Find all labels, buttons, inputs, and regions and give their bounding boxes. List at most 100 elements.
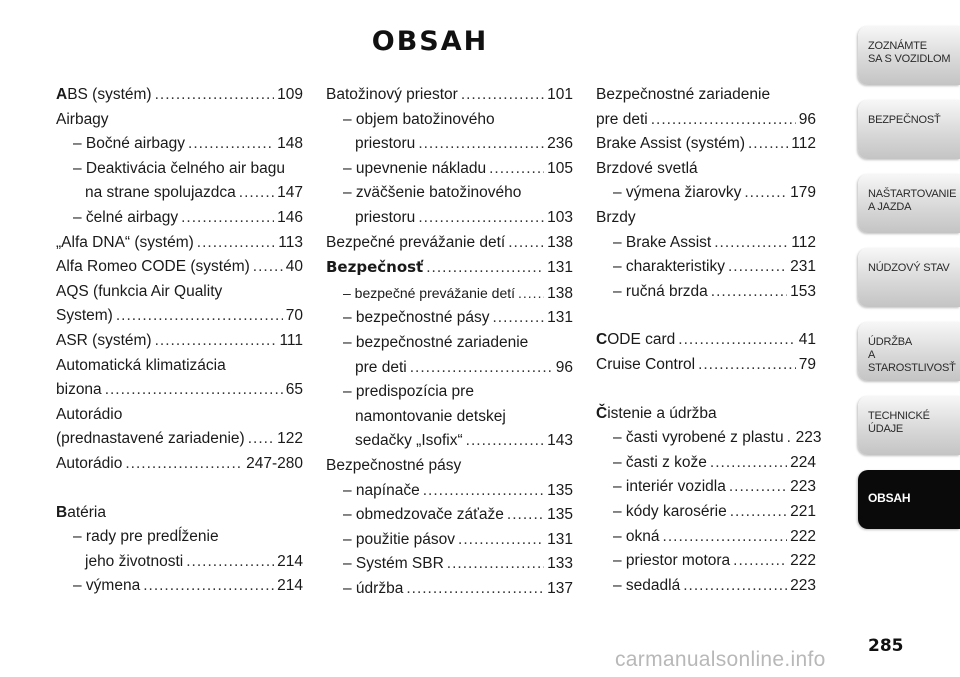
entry-page: 70 [285,307,303,325]
leader-dots [105,378,283,403]
entry-text: Cruise Control [596,355,696,373]
entry-page: 179 [790,184,816,202]
entry-page: 214 [277,552,303,570]
tab-technicke-udaje[interactable]: TECHNICKÉ ÚDAJE [858,396,960,455]
leader-dots [418,206,544,231]
leader-dots [493,306,545,331]
entry-text: – výmena žiarovky [613,184,742,202]
leader-dots [461,83,544,108]
entry-text: – údržba [343,579,404,597]
tab-nastartovanie[interactable]: NAŠTARTOVANIE A JAZDA [858,174,960,233]
tab-obsah[interactable]: OBSAH [858,470,960,529]
index-entry: – rady pre predĺženie [56,525,303,550]
leader-dots [489,157,544,182]
entry-page: 223 [790,576,816,594]
leader-dots [730,500,787,525]
entry-page: 79 [798,355,816,373]
leader-dots [728,255,787,280]
entry-text: – objem batožinového [343,110,495,128]
entry-text: jeho životnosti [85,552,184,570]
index-entry: pre deti 96 [596,108,816,133]
leader-dots [518,281,544,306]
index-entry: ASR (systém) 111 [56,329,303,354]
leader-dots [744,181,787,206]
entry-page: 138 [547,233,573,251]
index-entry: Bezpečnostné zariadenie [596,83,816,108]
page-title: OBSAH [371,26,489,57]
entry-text: Automatická klimatizácia [56,356,226,374]
entry-page: 131 [547,259,573,277]
entry-text: – časti vyrobené z plastu [613,429,784,447]
leader-dots [406,577,544,602]
entry-text: – charakteristiky [613,258,725,276]
index-entry: – bezpečnostné zariadenie [326,331,573,356]
index-entry: pre deti 96 [326,356,573,381]
leader-dots [698,353,796,378]
entry-page: 223 [790,478,816,496]
entry-text: pre deti [596,110,648,128]
entry-text: pre deti [355,358,407,376]
tab-udrzba[interactable]: ÚDRŽBA A STAROSTLIVOSŤ [858,322,960,381]
index-entry: – sedadlá 223 [596,574,816,599]
entry-page: 41 [798,331,816,349]
index-entry: – upevnenie nákladu 105 [326,157,573,182]
index-entry: Cruise Control 79 [596,353,816,378]
entry-text: ASR (systém) [56,331,152,349]
index-entry: – charakteristiky 231 [596,255,816,280]
entry-text: AQS (funkcia Air Quality [56,282,223,300]
entry-page: 236 [547,135,573,153]
entry-text: Brzdové svetlá [596,159,698,177]
index-entry: – časti vyrobené z plastu 223 [596,426,821,451]
index-entry: CODE card 41 [596,328,816,353]
entry-page: 131 [547,530,573,548]
entry-page: 222 [790,527,816,545]
index-entry: Brzdy [596,206,816,231]
entry-page: 131 [547,309,573,327]
entry-page: 148 [277,135,303,153]
entry-page: 65 [285,381,303,399]
entry-page: 135 [547,481,573,499]
entry-page: 133 [547,555,573,573]
index-entry: – obmedzovače záťaže 135 [326,503,573,528]
entry-text: – časti z kože [613,453,707,471]
index-entry: Bezpečné prevážanie detí 138 [326,231,573,256]
index-entry: namontovanie detskej [326,405,573,430]
entry-text: Bezpečnostné pásy [326,456,462,474]
leader-dots [710,451,787,476]
index-entry: – Systém SBR 133 [326,552,573,577]
entry-page: 40 [285,258,303,276]
index-entry: „Alfa DNA“ (systém) 113 [56,231,303,256]
leader-dots [466,429,544,454]
tab-zoznamte-sa[interactable]: ZOZNÁMTE SA S VOZIDLOM [858,26,960,85]
leader-dots [116,304,283,329]
index-entry: priestoru 103 [326,206,573,231]
entry-page: 221 [790,502,816,520]
tab-nudzovy-stav[interactable]: NÚDZOVÝ STAV [858,248,960,307]
leader-dots [678,328,795,353]
entry-page: 147 [277,184,303,202]
index-entry: AQS (funkcia Air Quality [56,280,303,305]
entry-page: 113 [278,233,303,251]
chapter-tabs: ZOZNÁMTE SA S VOZIDLOM BEZPEČNOSŤ NAŠTAR… [858,26,960,544]
index-entry: – okná 222 [596,525,816,550]
index-entry: – použitie pásov 131 [326,528,573,553]
leader-dots [447,552,544,577]
entry-page: 111 [279,331,303,349]
index-entry: Bezpečnostné pásy [326,454,573,479]
entry-page: 105 [547,159,573,177]
index-entry: bizona 65 [56,378,303,403]
leader-dots [125,452,243,477]
tab-bezpecnost[interactable]: BEZPEČNOSŤ [858,100,960,159]
entry-text: priestoru [355,208,416,226]
index-entry: – objem batožinového [326,108,573,133]
entry-page: 247-280 [246,454,303,472]
leader-dots [143,574,274,599]
entry-page: 96 [798,110,816,128]
index-entry: – údržba 137 [326,577,573,602]
leader-dots [507,503,544,528]
index-entry: ABS (systém) 109 [56,83,303,108]
leader-dots [197,231,275,256]
entry-text: sedačky „Isofix“ [355,432,463,450]
index-entry: Alfa Romeo CODE (systém) 40 [56,255,303,280]
index-entry: – bezpečné prevážanie detí 138 [326,281,573,307]
